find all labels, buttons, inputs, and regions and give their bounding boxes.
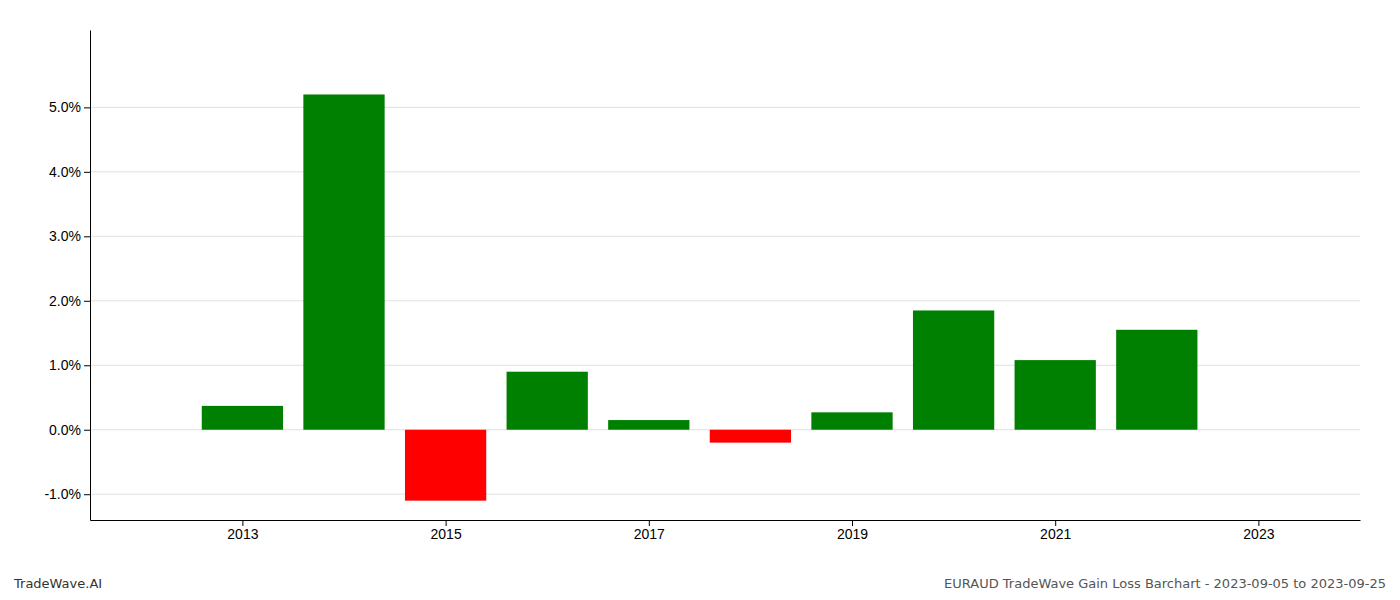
x-tick: 2023 xyxy=(1243,520,1274,542)
bar xyxy=(303,94,384,429)
bar xyxy=(811,412,892,429)
y-tick: -1.0% xyxy=(44,486,90,502)
y-tick-mark xyxy=(84,172,90,173)
y-tick-mark xyxy=(84,301,90,302)
x-tick-label: 2021 xyxy=(1040,526,1071,542)
footer-left: TradeWave.AI xyxy=(13,576,102,591)
x-axis-line xyxy=(91,520,1361,521)
grid-line xyxy=(90,494,1360,495)
y-tick-label: 4.0% xyxy=(49,164,81,180)
bar xyxy=(1116,330,1197,430)
chart: 2013 2015 2017 2019 2021 2023 -1.0% 0.0% 1.0% 2.0… xyxy=(0,0,1400,600)
bar xyxy=(405,430,486,501)
x-tick: 2015 xyxy=(431,520,462,542)
y-tick: 0.0% xyxy=(49,422,90,438)
y-tick-label: 1.0% xyxy=(49,357,81,373)
x-axis: 2013 2015 2017 2019 2021 2023 xyxy=(91,520,1361,542)
grid-line xyxy=(90,107,1360,108)
bar xyxy=(202,406,283,430)
y-tick: 5.0% xyxy=(49,99,90,115)
y-tick-label: 2.0% xyxy=(49,293,81,309)
y-tick: 1.0% xyxy=(49,357,90,373)
grid xyxy=(90,107,1360,494)
bar xyxy=(913,310,994,429)
bar xyxy=(1015,360,1096,430)
y-axis-line xyxy=(90,31,91,521)
bar xyxy=(710,430,791,443)
y-tick-label: 0.0% xyxy=(49,422,81,438)
x-tick-label: 2013 xyxy=(227,526,258,542)
grid-line xyxy=(90,300,1360,301)
bar xyxy=(507,372,588,430)
y-tick-mark xyxy=(84,236,90,237)
x-tick: 2019 xyxy=(837,520,868,542)
y-tick-mark xyxy=(84,365,90,366)
x-tick: 2013 xyxy=(227,520,258,542)
y-tick-label: -1.0% xyxy=(44,486,81,502)
x-tick-label: 2017 xyxy=(634,526,665,542)
y-axis: -1.0% 0.0% 1.0% 2.0% 3.0% 4.0% 5.0% xyxy=(44,31,90,521)
x-tick-label: 2015 xyxy=(431,526,462,542)
y-tick-mark xyxy=(84,107,90,108)
x-tick: 2021 xyxy=(1040,520,1071,542)
x-tick-label: 2023 xyxy=(1243,526,1274,542)
bars xyxy=(202,94,1198,500)
grid-line xyxy=(90,171,1360,172)
y-tick-mark xyxy=(84,430,90,431)
x-tick: 2017 xyxy=(634,520,665,542)
y-tick-label: 3.0% xyxy=(49,228,81,244)
footer-right: EURAUD TradeWave Gain Loss Barchart - 20… xyxy=(944,576,1386,591)
y-tick: 2.0% xyxy=(49,293,90,309)
x-tick-label: 2019 xyxy=(837,526,868,542)
y-tick: 3.0% xyxy=(49,228,90,244)
grid-line xyxy=(90,236,1360,237)
y-tick-mark xyxy=(84,494,90,495)
bar xyxy=(608,420,689,430)
y-tick: 4.0% xyxy=(49,164,90,180)
y-tick-label: 5.0% xyxy=(49,99,81,115)
